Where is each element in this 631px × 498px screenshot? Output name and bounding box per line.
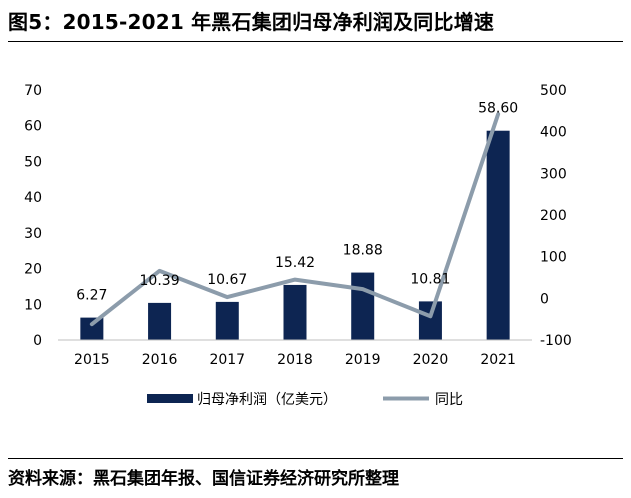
x-axis-category-label: 2021: [480, 352, 516, 368]
legend-bar-swatch: [147, 394, 193, 403]
left-axis-tick-label: 50: [24, 154, 42, 170]
bar-value-label: 15.42: [275, 255, 315, 271]
bar: [351, 272, 375, 340]
legend-bar-label: 归母净利润（亿美元）: [197, 391, 337, 408]
source-note: 资料来源：黑石集团年报、国信证券经济研究所整理: [8, 469, 399, 489]
yoy-line: [89, 112, 501, 327]
right-axis-ticks: -100 0 100 200 300 400 500: [540, 83, 572, 349]
x-axis-category-label: 2017: [209, 352, 245, 368]
x-axis-labels: 2015 2016 2017 2018 2019 2020 2021: [74, 352, 516, 368]
right-axis-tick-label: 500: [540, 83, 567, 99]
left-axis-tick-label: 10: [24, 297, 42, 313]
left-axis-tick-label: 70: [24, 83, 42, 99]
left-axis-tick-label: 40: [24, 190, 42, 206]
right-axis-tick-label: 0: [540, 291, 549, 307]
bar-value-label: 18.88: [343, 243, 383, 259]
legend: 归母净利润（亿美元） 同比: [147, 391, 463, 408]
left-axis-tick-label: 20: [24, 262, 42, 278]
x-axis-category-label: 2015: [74, 352, 110, 368]
title-rule: [8, 41, 623, 42]
bar: [80, 317, 104, 340]
bar-value-label: 6.27: [76, 288, 107, 304]
bar-data-labels: 6.27 10.39 10.67 15.42 18.88 10.81 58.60: [76, 101, 518, 304]
left-axis-ticks: 0 10 20 30 40 50 60 70: [24, 83, 42, 349]
x-axis-category-label: 2018: [277, 352, 313, 368]
left-axis-tick-label: 60: [24, 119, 42, 135]
bar: [148, 302, 172, 340]
bar: [215, 301, 239, 340]
right-axis-tick-label: 100: [540, 250, 567, 266]
bar-value-label: 10.39: [140, 273, 180, 289]
bar-value-label: 58.60: [478, 101, 518, 117]
x-axis-category-label: 2016: [142, 352, 178, 368]
legend-line-label: 同比: [435, 392, 463, 408]
x-axis-category-label: 2019: [345, 352, 381, 368]
right-axis-tick-label: 400: [540, 125, 567, 141]
bar-value-label: 10.81: [410, 271, 450, 287]
bar: [486, 130, 510, 340]
bar-value-label: 10.67: [207, 272, 247, 288]
bar-series: [80, 130, 510, 340]
x-axis-category-label: 2020: [413, 352, 449, 368]
bar: [283, 284, 307, 340]
source-rule: [8, 458, 623, 459]
right-axis-tick-label: 300: [540, 166, 567, 182]
figure-title: 图5：2015-2021 年黑石集团归母净利润及同比增速: [8, 10, 495, 34]
left-axis-tick-label: 30: [24, 226, 42, 242]
bar: [418, 301, 442, 340]
left-axis-tick-label: 0: [33, 333, 42, 349]
right-axis-tick-label: 200: [540, 208, 567, 224]
right-axis-tick-label: -100: [540, 333, 572, 349]
